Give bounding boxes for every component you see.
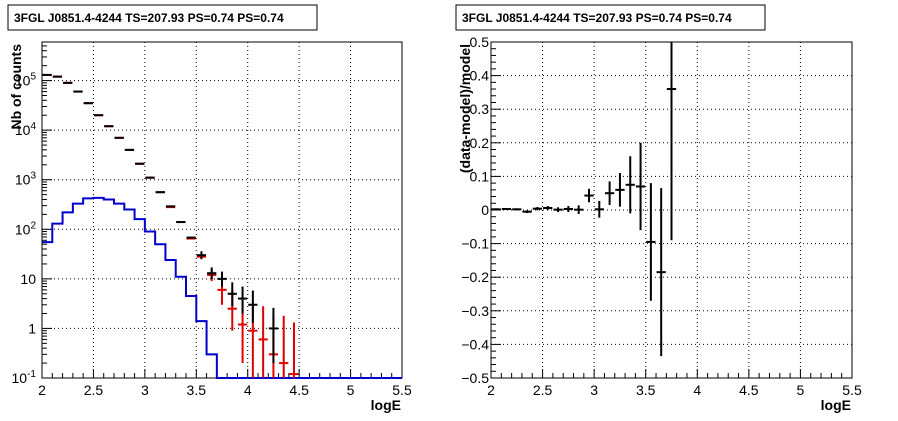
right-title-box — [455, 4, 766, 31]
right-x-tick-label: 5 — [797, 382, 805, 398]
left-y-tick-label: 10-1 — [12, 369, 37, 386]
right-y-tick-label: 0.1 — [470, 168, 490, 184]
right-y-tick-label: −0.2 — [461, 269, 489, 285]
left-title-box — [7, 4, 318, 31]
right-y-tick-label: 0.3 — [470, 101, 490, 117]
left-title: 3FGL J0851.4-4244 TS=207.93 PS=0.74 PS=0… — [14, 11, 284, 25]
left-x-tick-label: 2 — [38, 382, 46, 398]
left-tick-labels: 2 2.5 3 3.5 4 4.5 5 5.5 10-1 1 10 102 103 104 105 — [12, 72, 412, 398]
right-x-tick-label: 2.5 — [533, 382, 553, 398]
residual-point — [666, 42, 677, 241]
right-title: 3FGL J0851.4-4244 TS=207.93 PS=0.74 PS=0… — [462, 11, 732, 25]
red-data-point — [279, 315, 289, 378]
right-tick-labels: 2 2.5 3 3.5 4 4.5 5 5.5 −0.5 −0.4 −0.3 −0.2 −0.1 0 0.1… — [461, 34, 862, 398]
black-data-point — [217, 271, 227, 287]
residual-point — [563, 205, 573, 213]
red-data-point — [289, 322, 299, 378]
right-x-tick-label: 3.5 — [636, 382, 656, 398]
right-y-tick-label: 0.5 — [470, 34, 490, 50]
right-y-tick-label: −0.4 — [461, 336, 489, 352]
left-y-tick-label: 104 — [15, 121, 37, 138]
right-y-tick-label: −0.3 — [461, 303, 489, 319]
right-x-axis-label: logE — [821, 397, 851, 413]
right-y-tick-label: 0 — [481, 202, 489, 218]
residual-point — [543, 205, 553, 210]
residual-point — [646, 183, 656, 301]
left-x-tick-label: 4 — [244, 382, 252, 398]
red-data-point — [258, 306, 268, 378]
residual-point — [656, 188, 666, 357]
right-y-tick-label: −0.5 — [461, 370, 489, 386]
left-y-tick-label: 1 — [28, 320, 36, 336]
black-data-point — [237, 286, 248, 314]
left-x-tick-label: 4.5 — [289, 382, 309, 398]
black-data-point — [196, 251, 207, 260]
left-x-tick-label: 5.5 — [392, 382, 412, 398]
left-grid — [42, 42, 402, 378]
residual-point — [532, 206, 543, 211]
right-x-tick-label: 4.5 — [739, 382, 759, 398]
right-y-tick-label: 0.2 — [470, 135, 490, 151]
left-plot-frame — [41, 41, 403, 379]
residual-point — [604, 181, 615, 205]
black-data-point — [227, 282, 237, 307]
residual-point — [635, 142, 646, 231]
residual-point — [594, 200, 604, 218]
residual-point — [501, 207, 512, 210]
left-series — [42, 73, 402, 379]
right-x-tick-label: 3 — [590, 382, 598, 398]
left-y-axis-label: Nb of counts — [8, 44, 24, 130]
black-data-point — [248, 290, 258, 323]
left-x-tick-label: 3.5 — [187, 382, 207, 398]
left-y-tick-label: 102 — [15, 220, 37, 237]
left-x-axis-label: logE — [371, 397, 401, 413]
model-histogram-line — [42, 196, 402, 379]
right-ticks — [490, 41, 853, 379]
right-x-tick-label: 4 — [693, 382, 701, 398]
residual-point — [553, 207, 563, 213]
right-y-tick-label: 0.4 — [470, 68, 490, 84]
left-x-tick-label: 5 — [347, 382, 355, 398]
left-y-tick-label: 103 — [15, 171, 37, 188]
left-y-tick-label: 105 — [15, 72, 37, 89]
right-x-tick-label: 2 — [487, 382, 495, 398]
right-y-tick-label: −0.1 — [461, 236, 489, 252]
black-data-point — [268, 307, 279, 364]
residual-point — [522, 210, 532, 214]
left-x-tick-label: 3 — [141, 382, 149, 398]
residual-point — [491, 208, 501, 211]
residual-point — [615, 173, 625, 207]
right-series — [491, 42, 677, 357]
right-x-tick-label: 5.5 — [842, 382, 862, 398]
left-panel: 3FGL J0851.4-4244 TS=207.93 PS=0.74 PS=0… — [7, 4, 412, 413]
black-data-point — [207, 267, 217, 279]
left-x-tick-label: 2.5 — [84, 382, 104, 398]
right-panel: 3FGL J0851.4-4244 TS=207.93 PS=0.74 PS=0… — [455, 4, 862, 413]
residual-point — [574, 205, 584, 215]
residual-point — [625, 156, 635, 214]
left-y-tick-label: 10 — [20, 271, 36, 287]
right-y-axis-label: (data-model)/model — [457, 44, 473, 173]
residual-point — [584, 188, 594, 203]
residual-point — [512, 208, 522, 211]
